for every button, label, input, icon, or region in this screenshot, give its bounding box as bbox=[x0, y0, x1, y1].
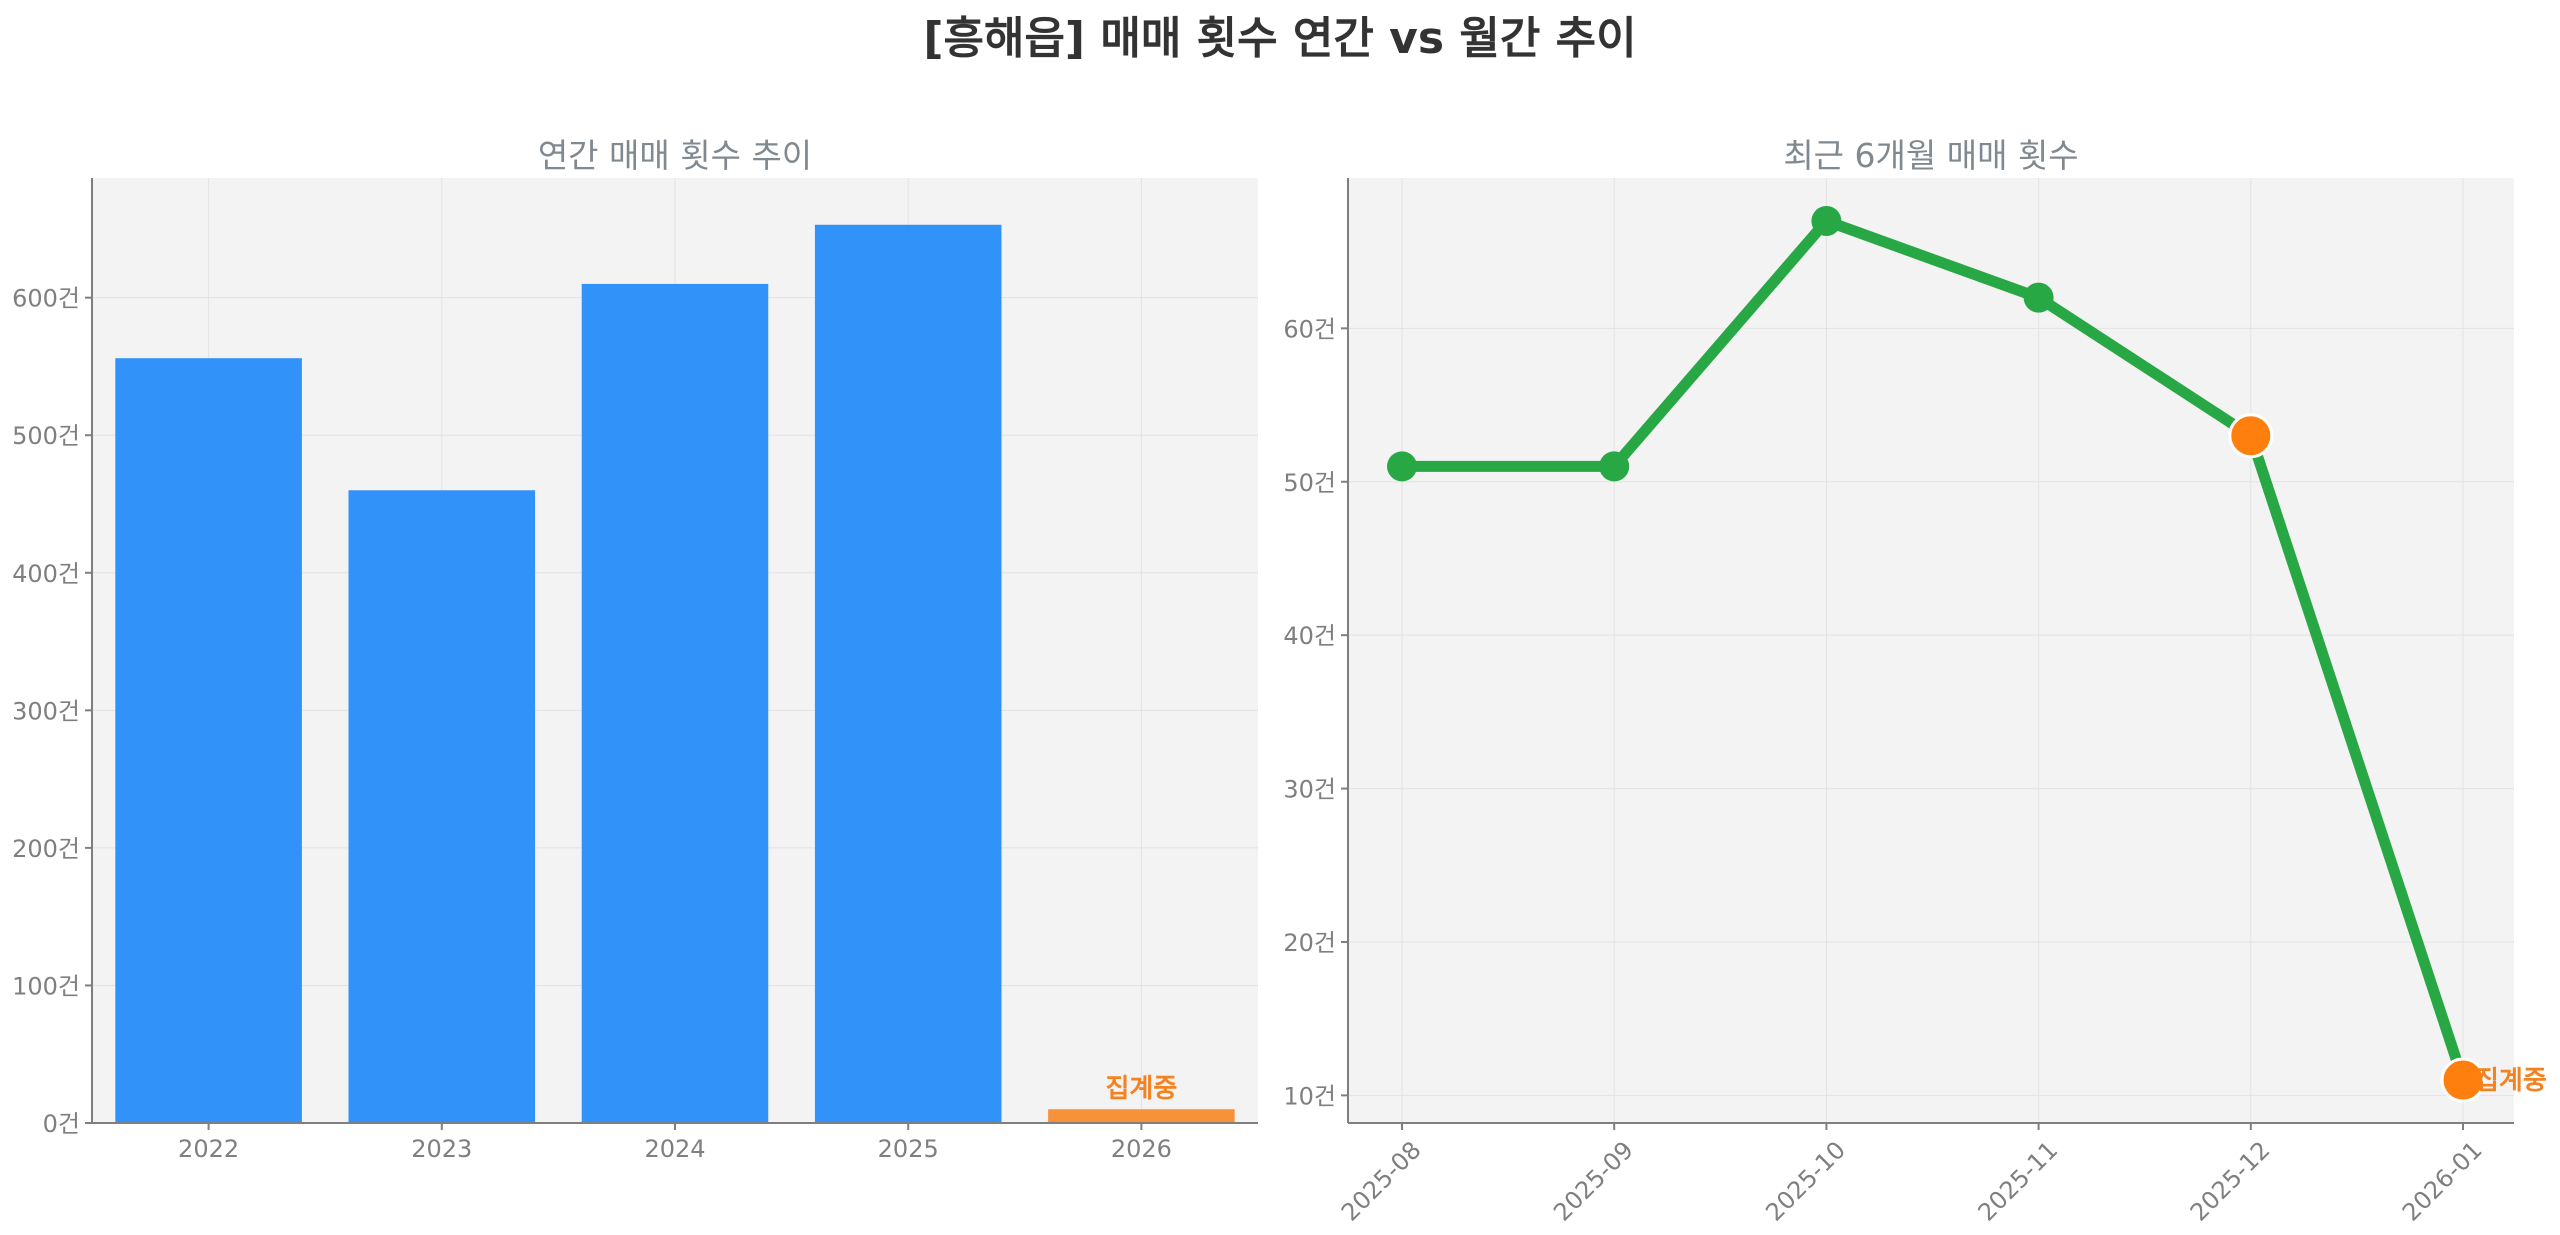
chart-title: [흥해읍] 매매 횟수 연간 vs 월간 추이 bbox=[923, 13, 1637, 64]
x-tick-label: 2026-01 bbox=[2397, 1136, 2488, 1227]
y-tick-label: 50건 bbox=[1283, 469, 1336, 497]
y-tick-label: 100건 bbox=[12, 972, 80, 1000]
x-tick-label: 2025-12 bbox=[2185, 1136, 2276, 1227]
bar bbox=[814, 224, 1002, 1123]
y-tick-label: 600건 bbox=[12, 285, 80, 313]
y-tick-label: 200건 bbox=[12, 835, 80, 863]
x-tick-label: 2025 bbox=[878, 1135, 939, 1163]
monthly-chart-title: 최근 6개월 매매 횟수 bbox=[1783, 136, 2078, 175]
data-point bbox=[2023, 282, 2054, 313]
y-tick-label: 40건 bbox=[1283, 622, 1336, 650]
bar bbox=[115, 358, 302, 1123]
y-tick-label: 300건 bbox=[12, 697, 80, 725]
x-tick-label: 2026 bbox=[1111, 1135, 1172, 1163]
y-tick-label: 60건 bbox=[1283, 315, 1336, 343]
yearly-chart-title: 연간 매매 횟수 추이 bbox=[538, 136, 812, 175]
y-tick-label: 400건 bbox=[12, 560, 80, 588]
y-tick-label: 30건 bbox=[1283, 776, 1336, 804]
highlight-point bbox=[2440, 1057, 2486, 1103]
partial-year-note: 집계중 bbox=[1106, 1074, 1178, 1104]
data-point bbox=[1387, 451, 1417, 482]
x-tick-label: 2025-08 bbox=[1336, 1136, 1427, 1227]
y-tick-label: 10건 bbox=[1283, 1082, 1336, 1110]
bar bbox=[581, 283, 769, 1124]
x-tick-label: 2024 bbox=[644, 1135, 705, 1163]
x-tick-label: 2022 bbox=[178, 1135, 239, 1163]
data-point bbox=[1599, 451, 1630, 482]
x-tick-label: 2023 bbox=[411, 1135, 472, 1163]
partial-month-note: 집계중 bbox=[2475, 1066, 2547, 1096]
highlight-point bbox=[2228, 413, 2274, 459]
bar bbox=[348, 490, 536, 1123]
bar-partial bbox=[1048, 1109, 1235, 1123]
x-tick-label: 2025-11 bbox=[1973, 1136, 2064, 1227]
x-tick-label: 2025-10 bbox=[1760, 1136, 1851, 1227]
y-tick-label: 0건 bbox=[43, 1110, 80, 1138]
y-tick-label: 500건 bbox=[12, 422, 80, 450]
yearly-bar-chart: 연간 매매 횟수 추이 0건 100건 200건 300건 400건 500건 600건 20… bbox=[12, 136, 1258, 1163]
y-tick-label: 20건 bbox=[1283, 929, 1336, 957]
plot-background bbox=[1348, 178, 2514, 1123]
series-line bbox=[1396, 215, 2469, 1086]
data-point bbox=[1811, 205, 1842, 236]
x-tick-label: 2025-09 bbox=[1548, 1136, 1639, 1227]
